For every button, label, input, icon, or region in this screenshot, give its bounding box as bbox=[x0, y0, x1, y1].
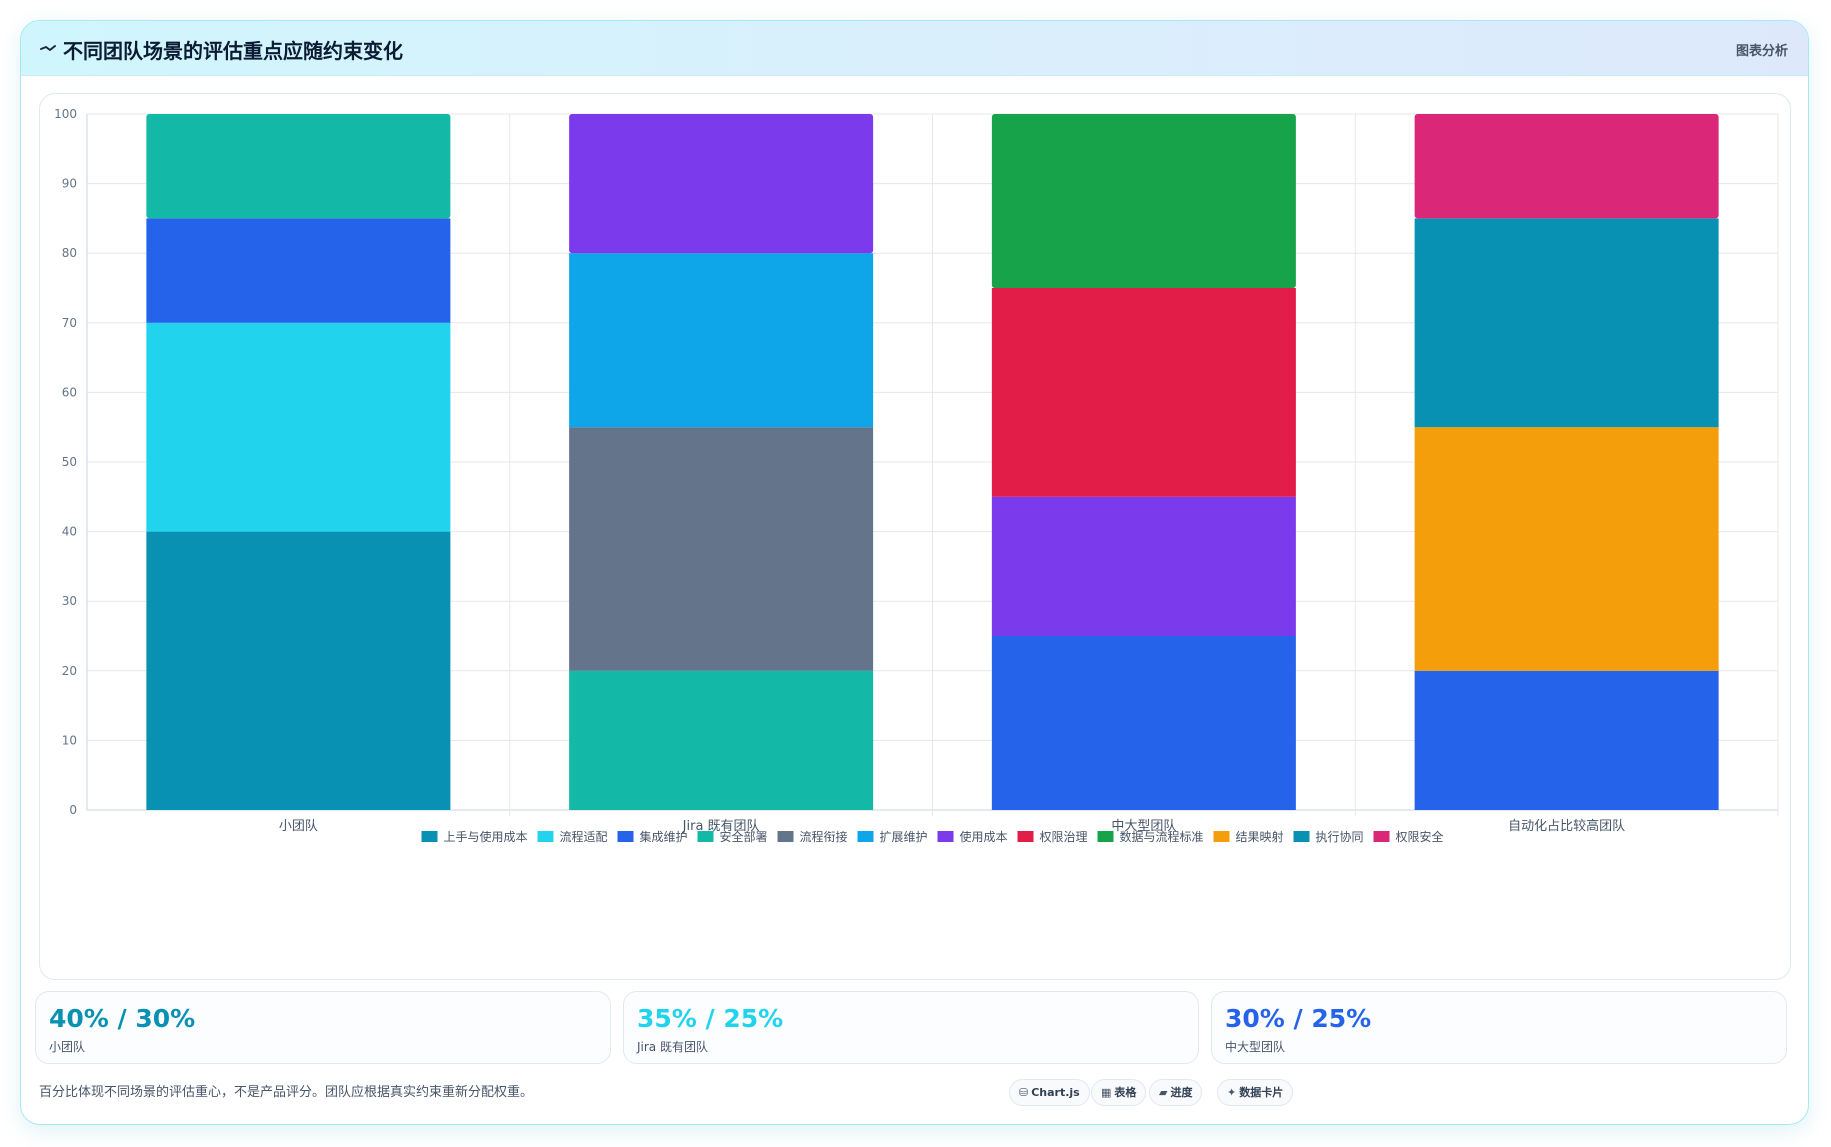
stat-label: 小团队 bbox=[49, 1040, 86, 1054]
chart-card: 不同团队场景的评估重点应随约束变化 图表分析 0 10 20 30 40 50 60 70 80… bbox=[20, 20, 1809, 1125]
legend-label: 集成维护 bbox=[640, 829, 688, 844]
legend-swatch bbox=[617, 831, 634, 842]
legend-label: 数据与流程标准 bbox=[1120, 829, 1204, 844]
database-icon: ⛁ bbox=[1019, 1086, 1029, 1099]
legend-swatch bbox=[697, 831, 714, 842]
data-card-pill[interactable]: ✦ 数据卡片 bbox=[1217, 1079, 1294, 1106]
pill-label: 数据卡片 bbox=[1239, 1086, 1284, 1099]
pill-label: Chart.js bbox=[1031, 1086, 1080, 1099]
stat-label: Jira 既有团队 bbox=[637, 1040, 708, 1054]
bar-segment bbox=[146, 114, 451, 219]
footer-note: 百分比体现不同场景的评估重心，不是产品评分。团队应根据真实约束重新分配权重。 bbox=[39, 1085, 534, 1100]
bar-segment bbox=[1414, 114, 1719, 219]
y-tick-label: 90 bbox=[62, 177, 77, 191]
legend-label: 权限治理 bbox=[1040, 830, 1088, 844]
legend-label: 安全部署 bbox=[720, 829, 768, 844]
y-tick-label: 70 bbox=[62, 316, 77, 330]
bar-segment bbox=[146, 322, 451, 532]
stat-card-small-team: 40% / 30% 小团队 bbox=[35, 991, 611, 1064]
legend-swatch bbox=[1017, 831, 1034, 842]
bar-segment bbox=[146, 531, 451, 810]
y-tick-label: 30 bbox=[62, 594, 77, 608]
legend-swatch bbox=[937, 831, 954, 842]
pill-label: 表格 bbox=[1114, 1086, 1137, 1099]
legend-swatch bbox=[421, 831, 438, 842]
table-pill[interactable]: ▦ 表格 bbox=[1091, 1079, 1147, 1106]
trend-line-icon bbox=[40, 45, 56, 51]
legend-swatch bbox=[537, 831, 554, 842]
legend-swatch bbox=[1293, 831, 1310, 842]
x-category-label: 中大型团队 bbox=[1111, 819, 1176, 834]
stat-value: 30% / 25% bbox=[1225, 1004, 1372, 1033]
x-category-label: 小团队 bbox=[279, 819, 318, 834]
progress-pill[interactable]: ▰ 进度 bbox=[1149, 1079, 1203, 1106]
stat-label: 中大型团队 bbox=[1225, 1040, 1286, 1054]
y-tick-label: 50 bbox=[62, 455, 77, 469]
x-category-label: Jira 既有团队 bbox=[682, 819, 760, 834]
y-tick-label: 0 bbox=[69, 803, 77, 817]
legend-swatch bbox=[857, 831, 874, 842]
bar-segment bbox=[991, 288, 1296, 497]
y-tick-label: 60 bbox=[62, 385, 77, 399]
bar-segment bbox=[569, 427, 874, 671]
bar-segment bbox=[991, 114, 1296, 288]
chartjs-pill[interactable]: ⛁ Chart.js bbox=[1009, 1079, 1090, 1106]
legend-label: 流程衔接 bbox=[800, 829, 848, 844]
legend-label: 扩展维护 bbox=[880, 830, 928, 844]
y-tick-label: 40 bbox=[62, 525, 77, 539]
bar-segment bbox=[569, 114, 874, 254]
chart-analysis-badge: 图表分析 bbox=[1735, 44, 1788, 59]
pill-label: 进度 bbox=[1170, 1086, 1193, 1099]
bar-segment bbox=[569, 670, 874, 810]
legend-label: 流程适配 bbox=[560, 829, 608, 844]
bar-segment bbox=[991, 636, 1296, 810]
bar-segment bbox=[1414, 218, 1719, 428]
bar-segment bbox=[146, 218, 451, 323]
y-tick-label: 100 bbox=[54, 107, 77, 121]
legend-label: 结果映射 bbox=[1236, 829, 1284, 844]
legend-label: 使用成本 bbox=[960, 829, 1008, 844]
x-category-label: 自动化占比较高团队 bbox=[1508, 818, 1625, 834]
stat-value: 40% / 30% bbox=[49, 1004, 196, 1033]
bar-segment bbox=[1414, 670, 1719, 810]
progress-icon: ▰ bbox=[1159, 1086, 1168, 1099]
legend-swatch bbox=[1213, 831, 1230, 842]
y-tick-label: 20 bbox=[62, 664, 77, 678]
stacked-bar-chart: 0 10 20 30 40 50 60 70 80 90 100 小团队 Jira 既有团队 中大型团队 自… bbox=[54, 107, 1779, 844]
legend-swatch bbox=[1097, 831, 1114, 842]
legend-swatch bbox=[1373, 831, 1390, 842]
stat-card-jira-team: 35% / 25% Jira 既有团队 bbox=[623, 991, 1199, 1064]
legend-label: 执行协同 bbox=[1316, 829, 1364, 844]
bar-segment bbox=[991, 496, 1296, 636]
card-header: 不同团队场景的评估重点应随约束变化 图表分析 bbox=[21, 21, 1808, 76]
legend-swatch bbox=[777, 831, 794, 842]
table-icon: ▦ bbox=[1101, 1086, 1112, 1099]
chart-panel: 0 10 20 30 40 50 60 70 80 90 100 小团队 Jira 既有团队 中大型团队 自… bbox=[39, 93, 1791, 980]
stat-value: 35% / 25% bbox=[637, 1004, 784, 1033]
legend-label: 上手与使用成本 bbox=[444, 829, 528, 844]
bar-segment bbox=[569, 253, 874, 428]
sparkle-icon: ✦ bbox=[1227, 1086, 1237, 1099]
page-title: 不同团队场景的评估重点应随约束变化 bbox=[63, 39, 403, 63]
y-tick-label: 80 bbox=[62, 246, 77, 260]
legend-label: 权限安全 bbox=[1396, 829, 1444, 844]
bar-segment bbox=[1414, 427, 1719, 671]
stat-card-large-team: 30% / 25% 中大型团队 bbox=[1211, 991, 1787, 1064]
y-tick-label: 10 bbox=[62, 733, 77, 747]
